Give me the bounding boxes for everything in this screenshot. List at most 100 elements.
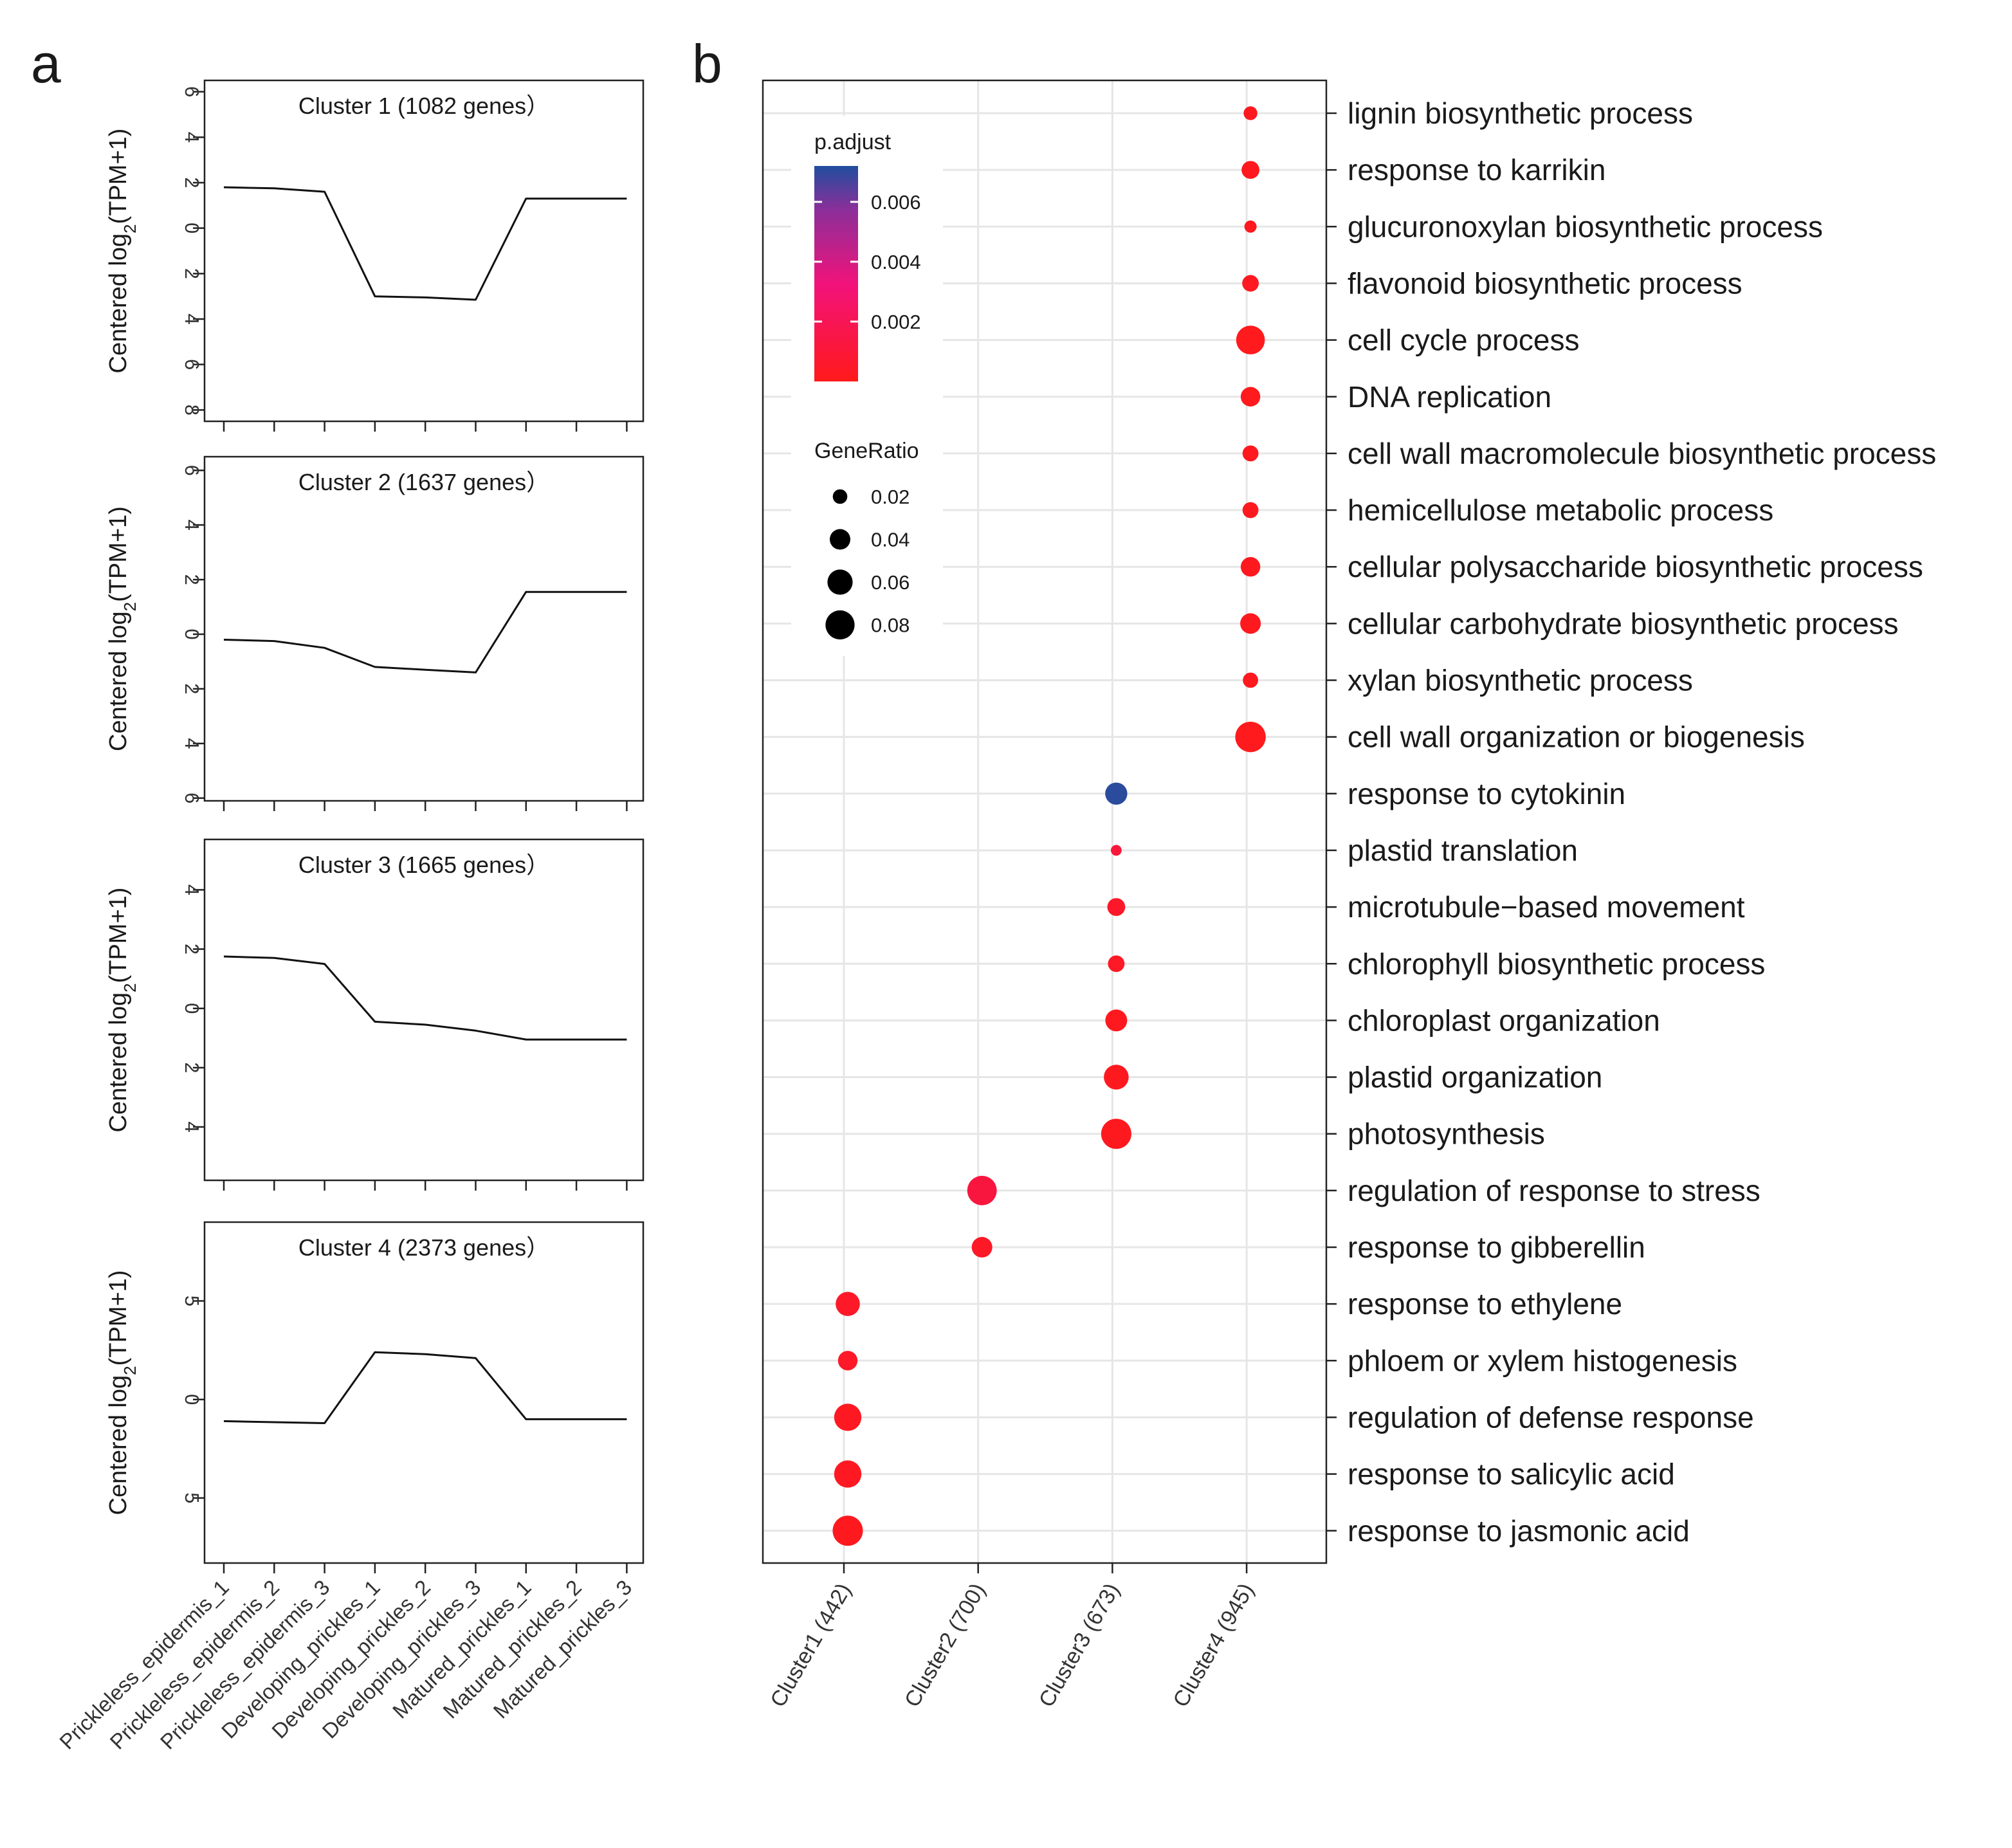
plot-frame [203, 838, 645, 1182]
term-label: xylan biosynthetic process [1348, 664, 1693, 697]
size-tick-label: 0.06 [871, 571, 910, 594]
enrichment-dot [832, 1515, 863, 1546]
enrichment-dot [837, 1351, 858, 1371]
enrichment-dot [1105, 782, 1128, 805]
y-tick-label: 2 [181, 177, 203, 188]
plot-frame [203, 455, 645, 802]
term-label: lignin biosynthetic process [1348, 96, 1693, 130]
enrichment-dot [1104, 1065, 1129, 1090]
color-legend-title: p.adjust [814, 130, 892, 154]
enrichment-dot [836, 1292, 860, 1316]
cluster-title: Cluster 3 (1665 genes） [298, 852, 549, 878]
y-tick-label: 2 [181, 683, 203, 694]
y-tick-label: 6 [181, 359, 203, 370]
cluster-4-series-line [223, 1351, 627, 1424]
size-legend-dot [827, 569, 853, 595]
size-legend-title: GeneRatio [814, 439, 919, 463]
y-axis-label: Centered log2(TPM+1) [105, 129, 140, 374]
enrichment-dot [1240, 557, 1261, 577]
color-tick-label: 0.002 [871, 311, 921, 333]
enrichment-dot [967, 1175, 997, 1205]
term-label: DNA replication [1348, 380, 1551, 414]
color-tick-label: 0.006 [871, 191, 921, 214]
cluster-2-chart: Cluster 2 (1637 genes） 6 4 2 0 2 4 6 Centered lo… [105, 455, 645, 811]
term-label: photosynthesis [1348, 1117, 1545, 1151]
dot-plot-frame [762, 79, 1328, 1564]
size-tick-label: 0.02 [871, 486, 910, 508]
enrichment-dot [834, 1460, 862, 1488]
y-axis-label: Centered log2(TPM+1) [105, 506, 140, 751]
panel-b-dot-plot: lignin biosynthetic process response to k… [762, 79, 1936, 1712]
enrichment-dot [834, 1404, 862, 1431]
enrichment-dot [1241, 161, 1259, 179]
panel-b-label: b [692, 33, 722, 94]
y-tick-label: 0 [181, 628, 203, 639]
y-tick-label: 2 [181, 944, 203, 955]
term-label: response to karrikin [1348, 153, 1605, 187]
y-tick-label: 5 [181, 1295, 203, 1306]
enrichment-dot [1243, 672, 1258, 688]
size-tick-label: 0.04 [871, 529, 910, 551]
plot-frame [203, 1221, 645, 1564]
y-tick-label: 0 [181, 1003, 203, 1014]
term-label: response to gibberellin [1348, 1230, 1645, 1264]
enrichment-dot [1236, 325, 1265, 354]
y-tick-label: 2 [181, 268, 203, 279]
term-label: response to salicylic acid [1348, 1458, 1675, 1491]
cluster-title: Cluster 4 (2373 genes） [298, 1234, 549, 1261]
term-label: flavonoid biosynthetic process [1348, 266, 1742, 300]
term-label: cell wall macromolecule biosynthetic pro… [1348, 437, 1936, 470]
y-tick-label: 8 [181, 405, 203, 416]
y-tick-label: 4 [181, 313, 203, 324]
cluster-category-label: Cluster3 (673) [1034, 1579, 1125, 1712]
y-tick-label: 4 [181, 884, 203, 895]
panel-a-line-charts: Cluster 1 (1082 genes） 6 4 2 0 2 4 6 8 Centered l… [55, 79, 645, 1754]
y-tick-label: 6 [181, 792, 203, 803]
y-tick-label: 6 [181, 465, 203, 476]
term-label: response to jasmonic acid [1348, 1514, 1690, 1548]
cluster-1-series-line [223, 186, 627, 301]
enrichment-dot [1242, 502, 1259, 518]
term-label: response to ethylene [1348, 1287, 1622, 1321]
size-legend-dot [832, 489, 848, 504]
term-label: chloroplast organization [1348, 1003, 1660, 1037]
enrichment-dot [1242, 275, 1259, 292]
term-label: phloem or xylem histogenesis [1348, 1344, 1737, 1377]
y-tick-label: 4 [181, 738, 203, 749]
y-tick-label: 4 [181, 1121, 203, 1132]
y-tick-label: 6 [181, 86, 203, 97]
term-label: regulation of defense response [1348, 1400, 1754, 1434]
term-label: regulation of response to stress [1348, 1174, 1760, 1207]
term-label: cellular polysaccharide biosynthetic pro… [1348, 550, 1923, 583]
term-label: plastid translation [1348, 834, 1578, 867]
cluster-3-series-line [223, 955, 627, 1041]
cluster-4-chart: Cluster 4 (2373 genes） 5 0 5 Centered log2(T… [105, 1221, 645, 1573]
enrichment-dot [1108, 955, 1125, 973]
enrichment-dot [1240, 387, 1261, 407]
y-tick-label: 4 [181, 520, 203, 531]
enrichment-dot [1240, 613, 1261, 634]
y-axis-label: Centered log2(TPM+1) [105, 888, 140, 1133]
enrichment-dot [1235, 721, 1266, 753]
term-label: cellular carbohydrate biosynthetic proce… [1348, 607, 1899, 640]
cluster-category-label: Cluster4 (945) [1168, 1579, 1259, 1712]
cluster-category-label: Cluster1 (442) [765, 1579, 856, 1712]
cluster-category-label: Cluster2 (700) [900, 1579, 991, 1712]
y-tick-label: 2 [181, 1062, 203, 1073]
enrichment-dot [971, 1237, 992, 1258]
cluster-title: Cluster 2 (1637 genes） [298, 469, 549, 495]
cluster-3-chart: Cluster 3 (1665 genes） 4 2 0 2 4 Centered log2… [105, 838, 645, 1191]
term-label: chlorophyll biosynthetic process [1348, 947, 1765, 980]
y-tick-label: 4 [181, 132, 203, 143]
y-tick-label: 2 [181, 574, 203, 585]
term-label: cell wall organization or biogenesis [1348, 720, 1805, 754]
color-legend-bar [814, 166, 858, 381]
y-tick-label: 0 [181, 1394, 203, 1405]
enrichment-dot [1242, 445, 1259, 462]
enrichment-dot [1111, 845, 1122, 856]
size-tick-label: 0.08 [871, 614, 910, 637]
term-label: plastid organization [1348, 1061, 1602, 1094]
cluster-2-series-line [223, 590, 627, 673]
enrichment-dot [1243, 106, 1258, 120]
